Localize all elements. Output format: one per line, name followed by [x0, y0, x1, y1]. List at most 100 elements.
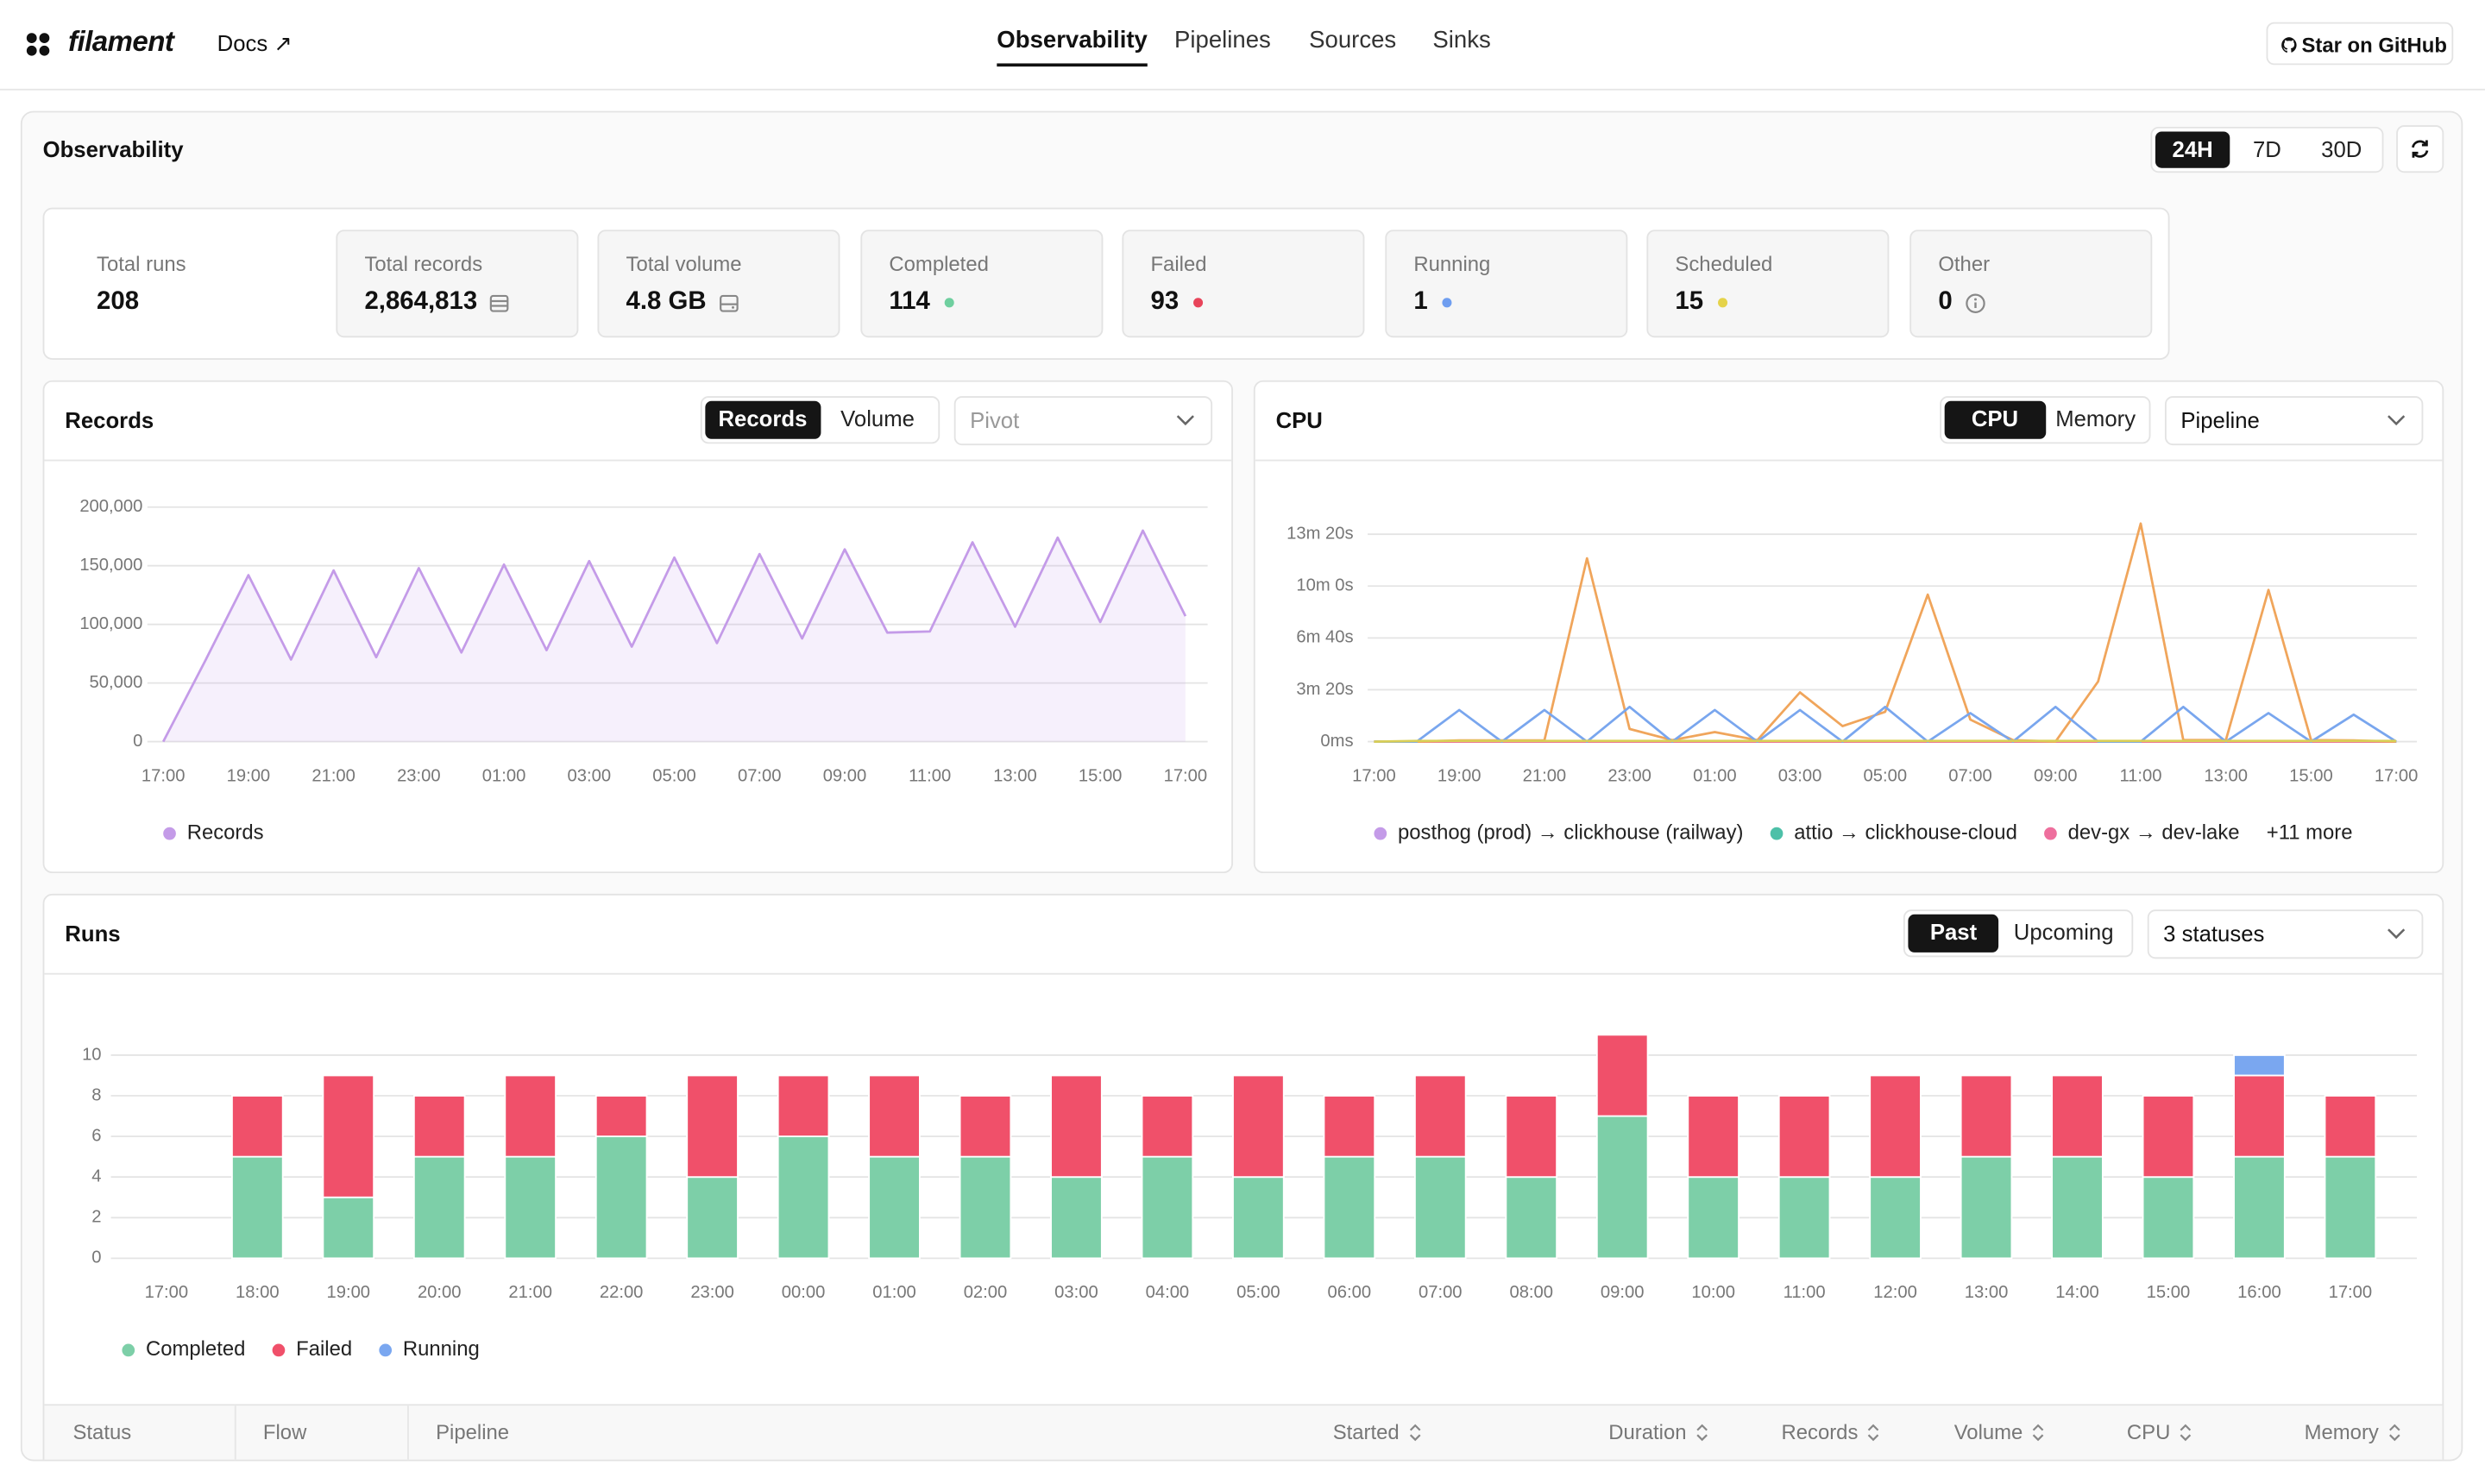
nav-tab[interactable]: Sinks: [1432, 27, 1491, 54]
range-option[interactable]: 7D: [2253, 135, 2281, 162]
status-select[interactable]: 3 statuses: [2147, 909, 2424, 959]
info-icon: [1966, 292, 1985, 313]
y-tick-label: 0: [91, 1248, 101, 1267]
y-tick-label: 100,000: [79, 614, 142, 633]
status-dot: [944, 298, 954, 308]
github-button[interactable]: Star on GitHub: [2266, 22, 2454, 66]
chart-title: Runs: [65, 921, 121, 946]
page-title: Observability: [42, 135, 184, 162]
select-label: Pipeline: [2180, 407, 2260, 433]
toggle-option[interactable]: Volume: [840, 406, 915, 431]
select-label: Pivot: [970, 407, 1020, 433]
range-option[interactable]: 24H: [2155, 131, 2230, 168]
column-label: Duration: [1608, 1419, 1687, 1444]
x-tick-label: 01:00: [1693, 766, 1737, 785]
toggle-option[interactable]: Records: [705, 400, 821, 439]
chart: 0ms 3m 20s 6m 40s 10m 0s 13m 20s 17:00 19:00 21…: [1287, 522, 2418, 844]
x-tick-label: 17:00: [2329, 1283, 2373, 1302]
column-header: Pipeline: [436, 1420, 509, 1444]
x-tick-label: 03:00: [1054, 1283, 1098, 1302]
runs-toggle: Past Upcoming: [1903, 909, 2134, 958]
line: [161, 529, 1187, 743]
x-tick-label: 21:00: [311, 766, 355, 785]
toggle-option[interactable]: CPU: [1944, 400, 2046, 439]
y-tick-label: 10m 0s: [1296, 576, 1353, 595]
bar-segment: [231, 1155, 284, 1260]
x-tick-label: 23:00: [397, 766, 441, 785]
y-tick-label: 0ms: [1320, 732, 1353, 751]
legend-label: dev-gx → dev-lake: [2068, 821, 2240, 844]
column-header[interactable]: CPU: [2126, 1419, 2192, 1444]
stat-label: Total volume: [626, 252, 742, 276]
y-tick-label: 3m 20s: [1296, 680, 1353, 699]
stat-value: 1: [1413, 288, 1428, 316]
sort-icon: [2033, 1423, 2045, 1441]
bar-segment: [2324, 1095, 2377, 1158]
database-icon: [490, 293, 509, 311]
github-label: Star on GitHub: [2301, 33, 2447, 58]
bar-segment: [1323, 1095, 1376, 1158]
bar-segment: [595, 1135, 648, 1260]
stat-card: Total runs 208: [68, 230, 311, 337]
bar-segment: [322, 1074, 375, 1198]
bar-segment: [1232, 1074, 1285, 1179]
bar-segment: [2324, 1155, 2377, 1260]
status-dot: [1442, 298, 1452, 308]
x-tick-label: 17:00: [145, 1283, 189, 1302]
refresh-icon: [2412, 140, 2429, 158]
x-tick-label: 07:00: [1948, 766, 1992, 785]
column-label: Records: [1781, 1419, 1859, 1444]
bar-segment: [1141, 1155, 1194, 1260]
range-option[interactable]: 30D: [2321, 135, 2362, 162]
pipeline-select[interactable]: Pipeline: [2164, 396, 2424, 446]
column-header[interactable]: Memory: [2305, 1420, 2401, 1443]
column-header[interactable]: Started: [1333, 1420, 1422, 1443]
column-header[interactable]: Volume: [1954, 1420, 2045, 1443]
stat-label: Failed: [1150, 252, 1207, 276]
x-tick-label: 21:00: [508, 1283, 552, 1302]
bar-segment: [1141, 1095, 1194, 1158]
bar-segment: [959, 1095, 1012, 1158]
column-label: Flow: [262, 1419, 307, 1444]
chart: 0 50,000 100,000 150,000 200,000 17:00 19:00 21…: [79, 497, 1208, 844]
toggle-option[interactable]: Upcoming: [2013, 919, 2114, 945]
stat-card: Scheduled 15: [1646, 230, 1890, 338]
bar-segment: [1050, 1074, 1103, 1179]
x-tick-label: 10:00: [1691, 1283, 1735, 1302]
legend-label: Failed: [296, 1337, 352, 1361]
bar-segment: [1050, 1176, 1103, 1260]
x-tick-label: 17:00: [1164, 766, 1208, 785]
x-tick-label: 02:00: [964, 1283, 1008, 1302]
toggle-option[interactable]: Past: [1908, 914, 1999, 953]
brand[interactable]: filament: [67, 25, 174, 58]
line: [1374, 522, 2397, 743]
bar-segment: [2142, 1176, 2195, 1260]
docs-link[interactable]: Docs ↗: [217, 29, 293, 56]
column-label: CPU: [2126, 1419, 2171, 1444]
column-header[interactable]: Records: [1781, 1419, 1880, 1444]
bar-segment: [412, 1095, 466, 1158]
bar-segment: [2142, 1095, 2195, 1179]
bar-segment: [959, 1155, 1012, 1260]
column-label: Pipeline: [436, 1419, 510, 1444]
bar-segment: [868, 1074, 921, 1158]
sort-icon: [2388, 1423, 2400, 1441]
x-tick-label: 07:00: [1419, 1283, 1463, 1302]
column-header[interactable]: Duration: [1608, 1419, 1708, 1444]
x-tick-label: 15:00: [2289, 766, 2333, 785]
bar-segment: [231, 1095, 284, 1158]
refresh-button[interactable]: [2396, 125, 2444, 173]
stat-value: 0: [1938, 288, 1953, 316]
toggle-option[interactable]: Memory: [2055, 406, 2136, 431]
x-tick-label: 09:00: [2034, 766, 2078, 785]
y-tick-label: 6: [91, 1126, 101, 1145]
nav-tab[interactable]: Pipelines: [1174, 27, 1271, 54]
pivot-select[interactable]: Pivot: [953, 396, 1213, 446]
nav-tab[interactable]: Observability: [997, 27, 1148, 67]
bar-segment: [2233, 1054, 2286, 1077]
stat-value: 15: [1675, 288, 1704, 316]
y-tick-label: 13m 20s: [1287, 524, 1353, 543]
nav-tab[interactable]: Sources: [1309, 27, 1397, 54]
logo-icon[interactable]: [25, 32, 50, 57]
